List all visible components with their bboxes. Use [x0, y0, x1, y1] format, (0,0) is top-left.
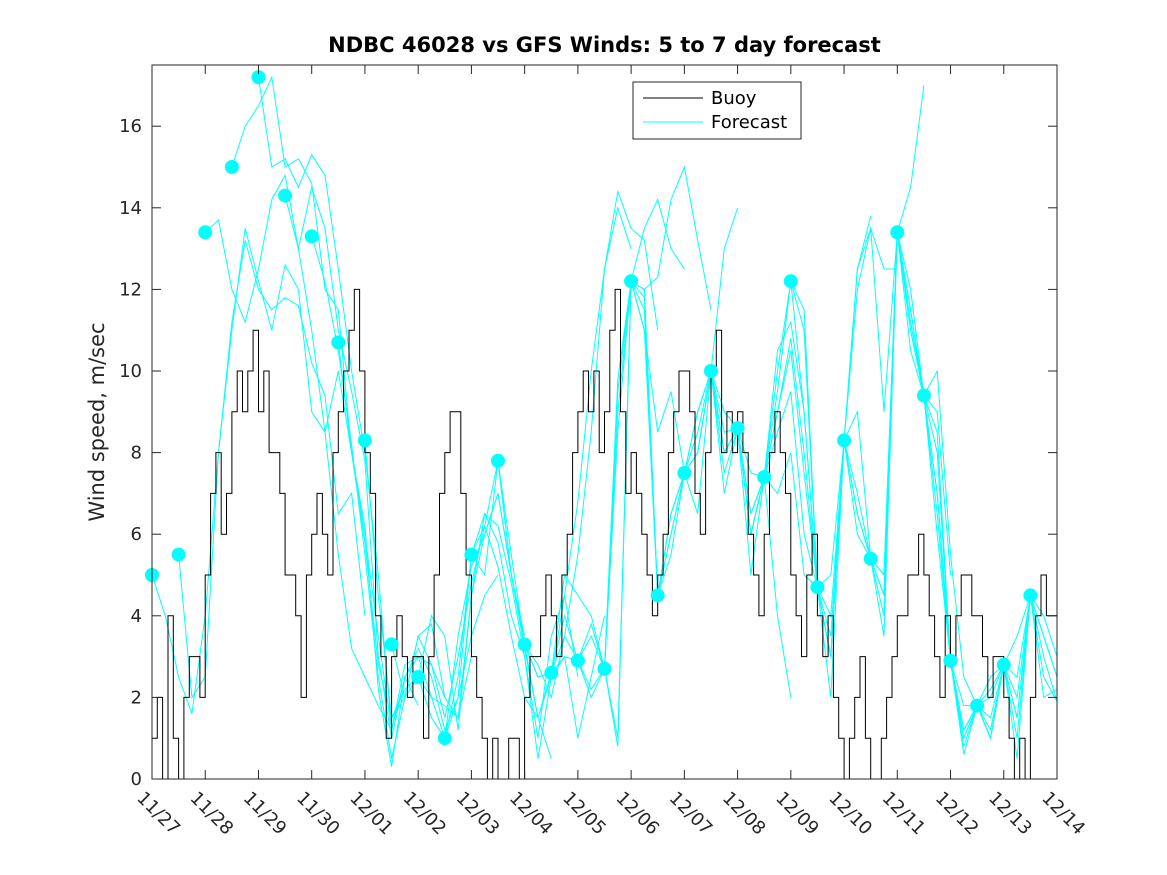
- y-tick-label: 12: [119, 279, 142, 300]
- y-tick-label: 14: [119, 198, 142, 219]
- forecast-point: [224, 160, 239, 174]
- legend-buoy-label: Buoy: [711, 88, 757, 109]
- forecast-point: [943, 653, 958, 668]
- y-axis-label: Wind speed, m/sec: [85, 322, 109, 521]
- chart-title: NDBC 46028 vs GFS Winds: 5 to 7 day fore…: [328, 33, 881, 57]
- forecast-point: [544, 665, 559, 680]
- legend-box: [632, 81, 802, 140]
- y-tick-label: 0: [131, 769, 142, 790]
- forecast-point: [437, 731, 452, 746]
- forecast-point: [251, 70, 266, 85]
- forecast-point: [570, 653, 585, 668]
- forecast-point: [491, 453, 505, 468]
- forecast-point: [650, 588, 665, 603]
- forecast-point: [757, 470, 772, 485]
- y-tick-label: 8: [131, 443, 142, 464]
- forecast-point: [916, 388, 931, 403]
- forecast-point: [464, 547, 479, 562]
- forecast-point: [357, 433, 372, 448]
- forecast-point: [171, 547, 186, 562]
- forecast-point: [624, 274, 639, 289]
- forecast-line-11: [444, 189, 659, 739]
- forecast-point: [278, 188, 293, 203]
- forecast-point: [996, 657, 1011, 672]
- forecast-line-31: [976, 595, 1058, 740]
- y-tick-label: 10: [119, 361, 142, 382]
- plot-layer: [145, 70, 1058, 780]
- forecast-point: [304, 229, 319, 244]
- forecast-point: [517, 637, 532, 652]
- forecast-point: [704, 364, 718, 378]
- y-tick-label: 6: [131, 524, 142, 545]
- forecast-line-2: [204, 173, 419, 767]
- legend-forecast-label: Forecast: [711, 112, 787, 133]
- forecast-line-1: [178, 228, 393, 731]
- forecast-point: [783, 274, 798, 289]
- forecast-point: [837, 433, 852, 448]
- forecast-point: [730, 421, 745, 436]
- y-tick-label: 2: [131, 687, 142, 708]
- forecast-point: [677, 466, 692, 480]
- forecast-point: [198, 225, 213, 240]
- y-tick-label: 16: [119, 116, 142, 137]
- forecast-line-9: [391, 493, 605, 739]
- forecast-line-12: [470, 198, 685, 718]
- forecast-point: [810, 580, 825, 595]
- forecast-point: [384, 637, 399, 652]
- forecast-line-10: [417, 205, 632, 759]
- forecast-point: [411, 670, 426, 684]
- buoy-line: [152, 288, 1057, 780]
- legend: Buoy Forecast: [632, 81, 802, 140]
- axes-box: [151, 64, 1058, 780]
- y-tick-label: 4: [131, 606, 142, 627]
- forecast-line-0: [151, 240, 366, 714]
- forecast-point: [890, 225, 905, 240]
- forecast-point: [970, 698, 985, 713]
- forecast-point: [331, 335, 346, 350]
- forecast-line-7: [337, 342, 552, 759]
- forecast-point: [597, 661, 612, 676]
- forecast-point: [1023, 588, 1038, 603]
- forecast-point: [863, 551, 878, 566]
